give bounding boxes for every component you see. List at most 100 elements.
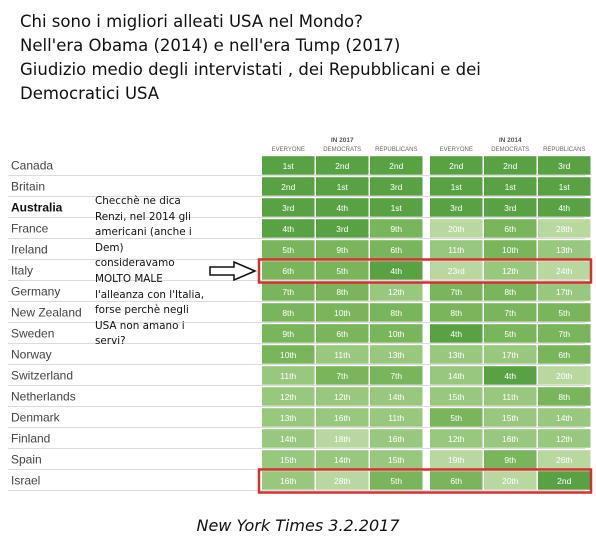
rank-cell-canada-2 [370,156,423,175]
rank-cell-new-zealand-1 [316,303,369,322]
rank-label-israel-1: 28th [334,476,351,486]
rank-cell-sweden-2 [370,324,423,343]
annotation-line-10: servi? [95,335,126,348]
header-line-2: Nell'era Obama (2014) e nell'era Tump (2… [20,36,401,55]
rank-label-italy-1: 5th [336,266,348,276]
rank-label-norway-3: 13th [448,350,465,360]
rank-label-canada-4: 2nd [503,161,517,171]
rank-label-britain-1: 1st [337,182,349,192]
rank-label-finland-4: 16th [502,434,519,444]
rank-label-denmark-3: 5th [450,413,462,423]
rank-cell-britain-0 [262,177,315,196]
rank-cell-ireland-4 [484,240,537,259]
rank-label-germany-2: 12th [388,287,405,297]
rank-label-norway-2: 13th [388,350,405,360]
rank-cell-finland-1 [316,429,369,448]
highlight-box-israel [257,468,593,494]
rank-cell-germany-2 [370,282,423,301]
annotation-line-4: Dem) [95,241,124,254]
rank-label-italy-4: 12th [502,266,519,276]
rank-label-israel-5: 2nd [557,476,571,486]
rank-label-italy-3: 23rd [448,266,465,276]
rank-cell-netherlands-3 [430,387,483,406]
rank-label-new-zealand-0: 8th [282,308,294,318]
rank-cell-norway-0 [262,345,315,364]
rank-cell-britain-1 [316,177,369,196]
rank-label-norway-0: 10th [280,350,297,360]
row-label-france: France [11,222,49,236]
rank-cell-denmark-2 [370,408,423,427]
rank-label-australia-0: 3rd [282,203,295,213]
rank-cell-spain-3 [430,450,483,469]
rank-label-italy-2: 4th [390,266,402,276]
rank-cell-spain-5 [538,450,591,469]
rank-cell-ireland-2 [370,240,423,259]
rank-cell-sweden-5 [538,324,591,343]
rank-label-france-1: 3rd [336,224,349,234]
rank-cell-sweden-0 [262,324,315,343]
rank-cell-germany-4 [484,282,537,301]
rank-label-switzerland-1: 7th [336,371,348,381]
rank-label-spain-5: 26th [556,455,573,465]
rank-label-canada-3: 2nd [449,161,463,171]
rank-cell-italy-1 [316,261,369,280]
rank-label-canada-0: 1st [283,161,295,171]
column-header-in-2017-everyone: EVERYONE [272,147,305,153]
rank-cell-australia-4 [484,198,537,217]
rank-label-canada-5: 3rd [558,161,571,171]
rank-cell-sweden-1 [316,324,369,343]
rank-label-new-zealand-5: 5th [558,308,570,318]
row-label-ireland: Ireland [11,243,48,257]
rank-cell-israel-5 [538,471,591,490]
rank-cell-australia-0 [262,198,315,217]
rank-label-france-5: 28th [556,224,573,234]
group-title-in-2014: IN 2014 [499,137,522,144]
rank-cell-netherlands-1 [316,387,369,406]
rank-cell-norway-2 [370,345,423,364]
rank-label-sweden-0: 9th [282,329,294,339]
rank-cell-spain-1 [316,450,369,469]
rank-label-germany-5: 17th [556,287,573,297]
rank-label-france-0: 4th [282,224,294,234]
rank-label-germany-1: 8th [336,287,348,297]
rank-label-canada-2: 2nd [389,161,403,171]
row-label-norway: Norway [11,348,52,362]
column-header-in-2014-everyone: EVERYONE [440,147,473,153]
rank-cell-britain-5 [538,177,591,196]
rank-label-finland-2: 16th [388,434,405,444]
rank-cell-canada-0 [262,156,315,175]
rank-label-spain-4: 9th [504,455,516,465]
rank-label-switzerland-2: 7th [390,371,402,381]
pointer-arrow-icon [209,260,257,282]
rank-cell-norway-4 [484,345,537,364]
rank-cell-australia-1 [316,198,369,217]
rank-cell-switzerland-4 [484,366,537,385]
rank-label-italy-5: 24th [556,266,573,276]
rank-label-italy-0: 6th [282,266,294,276]
rank-cell-ireland-3 [430,240,483,259]
rank-label-sweden-1: 6th [336,329,348,339]
rank-cell-denmark-4 [484,408,537,427]
rank-label-sweden-2: 10th [388,329,405,339]
annotation-line-1: Checchè ne dica [95,195,181,207]
rank-label-france-2: 9th [390,224,402,234]
rank-cell-netherlands-2 [370,387,423,406]
rank-cell-sweden-4 [484,324,537,343]
rank-label-spain-3: 19th [448,455,465,465]
rank-label-sweden-5: 7th [558,329,570,339]
rank-cell-new-zealand-0 [262,303,315,322]
rank-cell-denmark-5 [538,408,591,427]
rank-cell-netherlands-0 [262,387,315,406]
header: Chi sono i migliori alleati USA nel Mond… [20,10,481,106]
rank-label-new-zealand-1: 10th [334,308,351,318]
rank-cell-canada-5 [538,156,591,175]
rank-cell-ireland-5 [538,240,591,259]
rank-cell-new-zealand-3 [430,303,483,322]
rank-label-norway-4: 17th [502,350,519,360]
rank-label-ireland-5: 13th [556,245,573,255]
rank-label-norway-5: 6th [558,350,570,360]
rank-cell-france-0 [262,219,315,238]
rank-cell-italy-5 [538,261,591,280]
rank-label-israel-2: 5th [390,476,402,486]
rank-label-canada-1: 2nd [335,161,349,171]
